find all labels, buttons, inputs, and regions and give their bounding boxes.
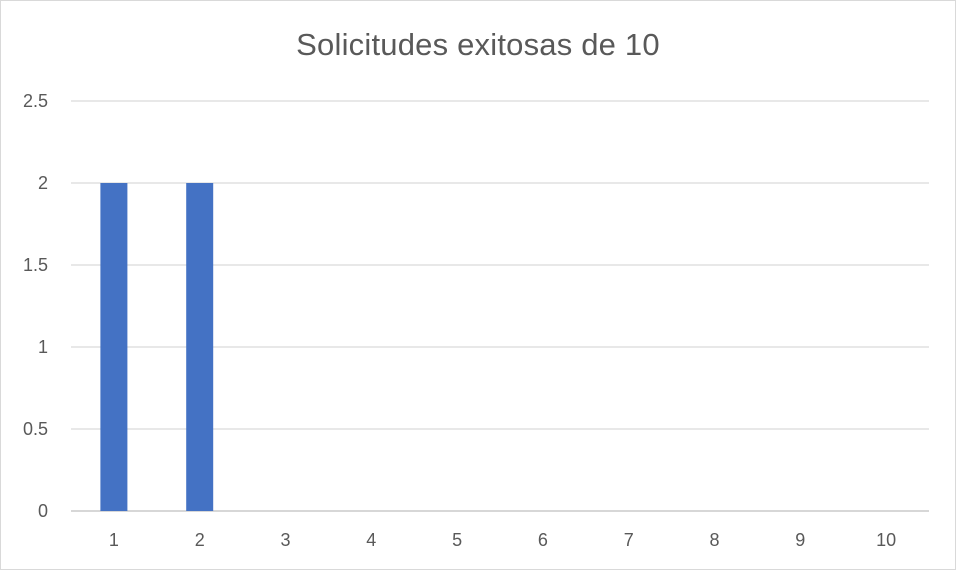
bar-1	[100, 183, 128, 511]
y-tick-label: 1	[38, 337, 48, 357]
x-tick-label: 2	[195, 530, 205, 550]
y-tick-label: 2	[38, 173, 48, 193]
x-tick-label: 9	[795, 530, 805, 550]
y-tick-label: 2.5	[23, 91, 48, 111]
chart-title: Solicitudes exitosas de 10	[296, 27, 660, 62]
x-tick-label: 6	[538, 530, 548, 550]
x-tick-label: 7	[624, 530, 634, 550]
x-tick-label: 1	[109, 530, 119, 550]
x-tick-label: 10	[876, 530, 896, 550]
y-tick-label: 1.5	[23, 255, 48, 275]
x-tick-label: 8	[709, 530, 719, 550]
bar-2	[186, 183, 214, 511]
y-tick-label: 0.5	[23, 419, 48, 439]
x-tick-label: 5	[452, 530, 462, 550]
x-tick-label: 4	[366, 530, 376, 550]
x-tick-label: 3	[280, 530, 290, 550]
y-tick-label: 0	[38, 501, 48, 521]
